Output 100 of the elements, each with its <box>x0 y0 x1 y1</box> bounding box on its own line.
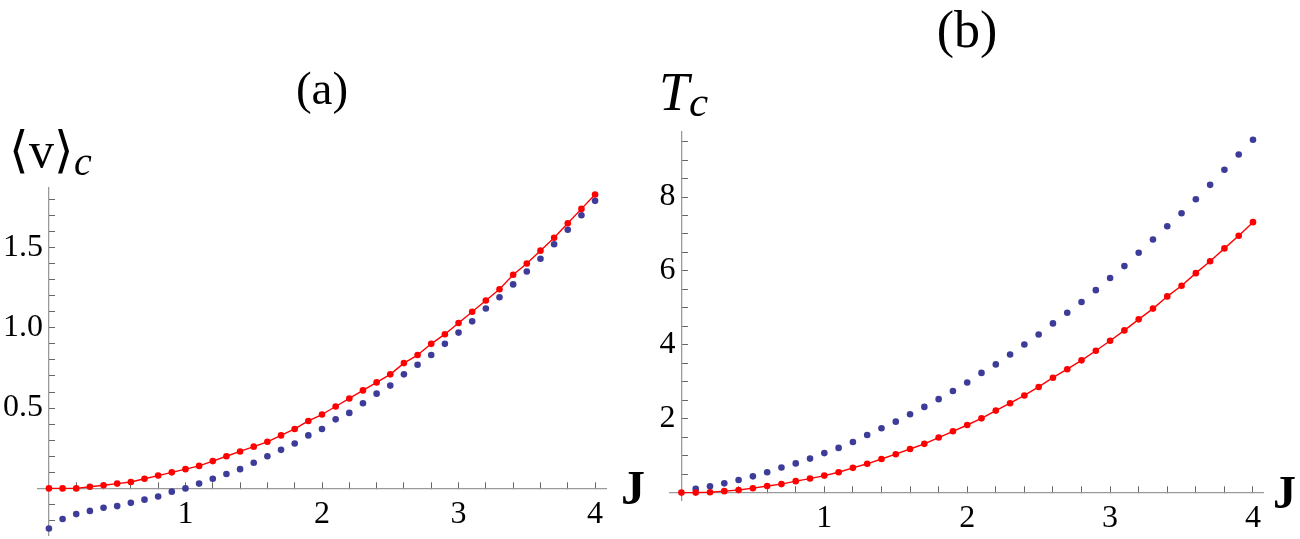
point <box>978 415 985 422</box>
point <box>1178 209 1185 217</box>
point <box>318 411 326 418</box>
point <box>1178 282 1185 289</box>
point <box>1092 347 1100 355</box>
point <box>291 425 298 433</box>
point <box>154 472 162 479</box>
point <box>1121 327 1128 334</box>
point <box>1092 286 1100 294</box>
point <box>735 476 742 484</box>
point <box>763 482 771 490</box>
x-tick-label: 3 <box>450 494 467 531</box>
point <box>209 457 217 465</box>
point <box>373 390 380 397</box>
point <box>264 438 271 446</box>
point <box>1149 305 1157 312</box>
point <box>821 449 828 457</box>
x-axis-title: J <box>1273 466 1296 518</box>
point <box>1106 274 1114 282</box>
point <box>86 507 94 515</box>
point <box>992 361 1000 368</box>
point <box>878 455 885 463</box>
point <box>305 432 312 439</box>
point <box>59 515 66 523</box>
y-axis-title: T$_{c}$ <box>659 62 709 126</box>
point <box>1035 331 1042 338</box>
point <box>863 460 871 468</box>
point <box>427 340 435 348</box>
x-tick-label: 1 <box>177 494 194 531</box>
chart-title: (b) <box>936 1 998 58</box>
point <box>706 483 714 490</box>
point <box>763 468 771 476</box>
point <box>792 460 800 467</box>
point <box>1021 392 1028 399</box>
point <box>195 462 203 470</box>
point <box>359 387 367 394</box>
point <box>1235 151 1243 158</box>
point <box>1078 357 1085 364</box>
point <box>359 399 367 407</box>
chart-title: (a) <box>295 61 349 114</box>
point <box>277 446 285 454</box>
point <box>678 489 685 496</box>
point <box>578 212 585 219</box>
point <box>1192 269 1200 277</box>
point <box>1221 245 1228 252</box>
point <box>72 485 80 492</box>
point <box>113 480 121 487</box>
point <box>441 330 449 338</box>
point <box>332 416 339 423</box>
point <box>550 234 558 242</box>
point <box>468 308 476 315</box>
point <box>427 351 435 359</box>
point <box>1221 166 1228 173</box>
y-tick-label: 4 <box>659 324 676 361</box>
y-tick-label: 8 <box>659 176 676 213</box>
point <box>236 448 244 455</box>
point <box>386 382 394 389</box>
point <box>921 440 928 448</box>
point <box>168 469 176 476</box>
point <box>318 425 326 433</box>
point <box>400 359 408 367</box>
point <box>978 369 985 377</box>
point <box>1149 236 1157 243</box>
point <box>250 459 258 467</box>
point <box>591 191 599 198</box>
point <box>921 403 928 411</box>
point <box>749 484 757 492</box>
point <box>414 361 421 369</box>
point <box>892 450 900 458</box>
point <box>1163 293 1171 300</box>
point <box>806 475 814 482</box>
point <box>305 417 312 425</box>
point <box>537 255 544 262</box>
point <box>849 464 857 472</box>
point <box>223 470 230 478</box>
x-tick-label: 2 <box>314 494 330 531</box>
point <box>949 387 957 395</box>
point <box>400 371 408 378</box>
point <box>849 438 857 446</box>
point <box>59 485 66 492</box>
point <box>591 197 599 205</box>
point <box>749 473 757 480</box>
x-tick-label: 4 <box>587 494 604 531</box>
point <box>100 504 107 511</box>
point <box>1235 232 1243 240</box>
point <box>482 305 490 312</box>
point <box>496 293 503 301</box>
point <box>878 425 885 432</box>
point <box>1163 222 1171 230</box>
point <box>1035 383 1042 391</box>
point <box>692 489 700 496</box>
point <box>1206 181 1214 189</box>
point <box>509 271 517 279</box>
point <box>141 475 148 483</box>
point <box>564 226 572 234</box>
point <box>1006 351 1014 358</box>
point <box>721 480 728 487</box>
point <box>892 418 900 425</box>
point <box>468 318 476 325</box>
point <box>806 455 814 462</box>
